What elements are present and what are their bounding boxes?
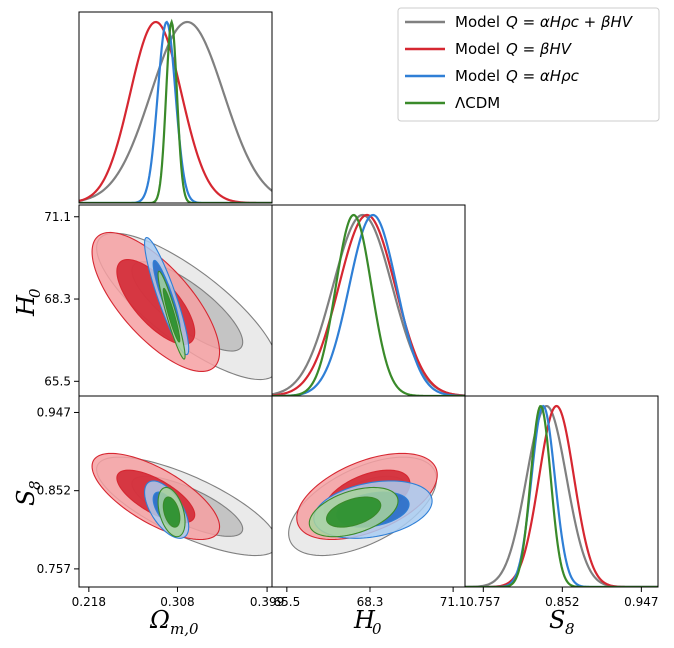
panel-2d-h0-vs-om [78, 204, 273, 397]
x-tick-label-om-1: 0.308 [160, 595, 194, 609]
legend-math-0: Q = αHρc + βHV [506, 13, 634, 31]
x-label-om: Ω m,0 [149, 606, 199, 638]
legend-plain-2: Model [455, 67, 500, 85]
y-label-h0-main: H [12, 294, 40, 317]
marginal-h0-series-2 [272, 213, 465, 396]
panel-frame-s8-h0 [271, 395, 466, 588]
legend-frame [397, 7, 660, 122]
panel-2d-s8-vs-h0 [271, 395, 466, 588]
panel-frame-s8 [464, 395, 659, 588]
contour-inner-h0-om-series-3 [162, 287, 181, 343]
y-tick-label-s8-2: 0.947 [37, 405, 71, 419]
marginal-s8-series-0 [465, 404, 658, 587]
x-tick-label-h0-0: 65.5 [273, 595, 300, 609]
legend-entry-beta-model: Model Q = βHV [405, 40, 573, 58]
x-tick-label-om-2: 0.399 [250, 595, 284, 609]
x-label-h0: H 0 [353, 606, 382, 638]
y-tick-label-h0-1: 68.3 [44, 292, 71, 306]
legend-math-2: Q = αHρc [506, 67, 580, 85]
x-label-s8-main: S [549, 606, 565, 634]
panel-frame-om [78, 11, 273, 204]
marginal-om-series-3 [79, 18, 272, 203]
x-label-h0-sub: 0 [372, 620, 382, 638]
x-label-h0-main: H [353, 606, 376, 634]
marginal-s8-series-2 [465, 404, 658, 587]
legend-entry-full-model: Model Q = αHρc + βHV [405, 13, 634, 31]
y-label-s8-main: S [12, 490, 40, 506]
marginal-s8-series-3 [465, 405, 658, 587]
legend: Model Q = αHρc + βHV Model Q = βHV Model… [397, 7, 660, 122]
legend-math-3: ΛCDM [455, 94, 500, 112]
x-tick-label-s8-2: 0.947 [624, 595, 658, 609]
y-tick-label-s8-1: 0.852 [37, 484, 71, 498]
legend-math-1: Q = βHV [506, 40, 573, 58]
y-tick-label-h0-2: 71.1 [44, 210, 71, 224]
legend-plain-0: Model [455, 13, 500, 31]
y-tick-label-s8-0: 0.757 [37, 562, 71, 576]
y-tick-label-h0-0: 65.5 [44, 374, 71, 388]
marginal-s8-series-1 [465, 404, 658, 587]
marginal-h0-series-0 [272, 213, 465, 396]
contour-inner-s8-h0-series-3 [326, 496, 382, 528]
marginal-h0-series-1 [272, 213, 465, 396]
panel-2d-s8-vs-om [78, 395, 273, 588]
marginal-om-series-0 [79, 20, 272, 202]
marginal-om-series-2 [79, 20, 272, 203]
panel-1d-om [78, 11, 273, 204]
panel-1d-h0 [271, 204, 466, 397]
x-label-om-main: Ω [149, 606, 170, 634]
x-label-s8: S 8 [549, 606, 575, 638]
legend-entry-alpha-model: Model Q = αHρc [405, 67, 580, 85]
x-tick-label-om-0: 0.218 [72, 595, 106, 609]
y-label-h0: H 0 [12, 288, 44, 317]
x-tick-label-s8-0: 0.757 [466, 595, 500, 609]
legend-entry-lcdm: ΛCDM [405, 94, 500, 112]
contour-inner-s8-om-series-3 [162, 496, 181, 528]
panel-1d-s8 [464, 395, 659, 588]
y-label-h0-sub: 0 [26, 288, 44, 298]
panel-frame-h0 [271, 204, 466, 397]
legend-plain-1: Model [455, 40, 500, 58]
y-label-s8: S 8 [12, 480, 44, 506]
x-tick-label-h0-2: 71.1 [440, 595, 467, 609]
x-tick-label-s8-1: 0.852 [545, 595, 579, 609]
x-label-s8-sub: 8 [565, 620, 575, 638]
y-label-s8-sub: 8 [26, 480, 44, 490]
x-tick-label-h0-1: 68.3 [357, 595, 384, 609]
marginal-h0-series-3 [272, 213, 465, 396]
x-label-om-sub: m,0 [170, 620, 199, 638]
